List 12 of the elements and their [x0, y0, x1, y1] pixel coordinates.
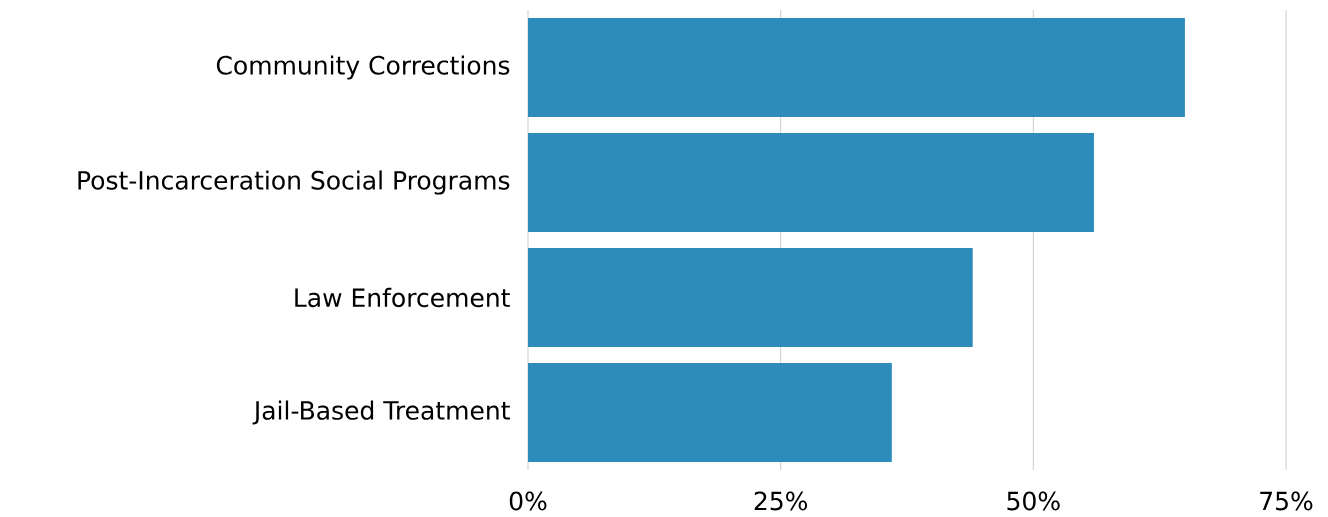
y-tick-label: Law Enforcement — [295, 287, 510, 308]
bar — [528, 363, 892, 462]
y-tick-label: Jail-Based Treatment — [252, 400, 510, 425]
x-tick-label: 25% — [754, 491, 808, 511]
y-tick-label: Post-Incarceration Social Programs — [78, 170, 510, 195]
x-tick-label: 75% — [1260, 491, 1313, 511]
x-tick-label: 0% — [509, 491, 547, 511]
bar — [528, 133, 1094, 232]
bar — [528, 18, 1185, 117]
y-tick-label: Community Corrections — [216, 55, 510, 80]
x-tick-label: 50% — [1007, 491, 1060, 511]
bar — [528, 248, 973, 347]
